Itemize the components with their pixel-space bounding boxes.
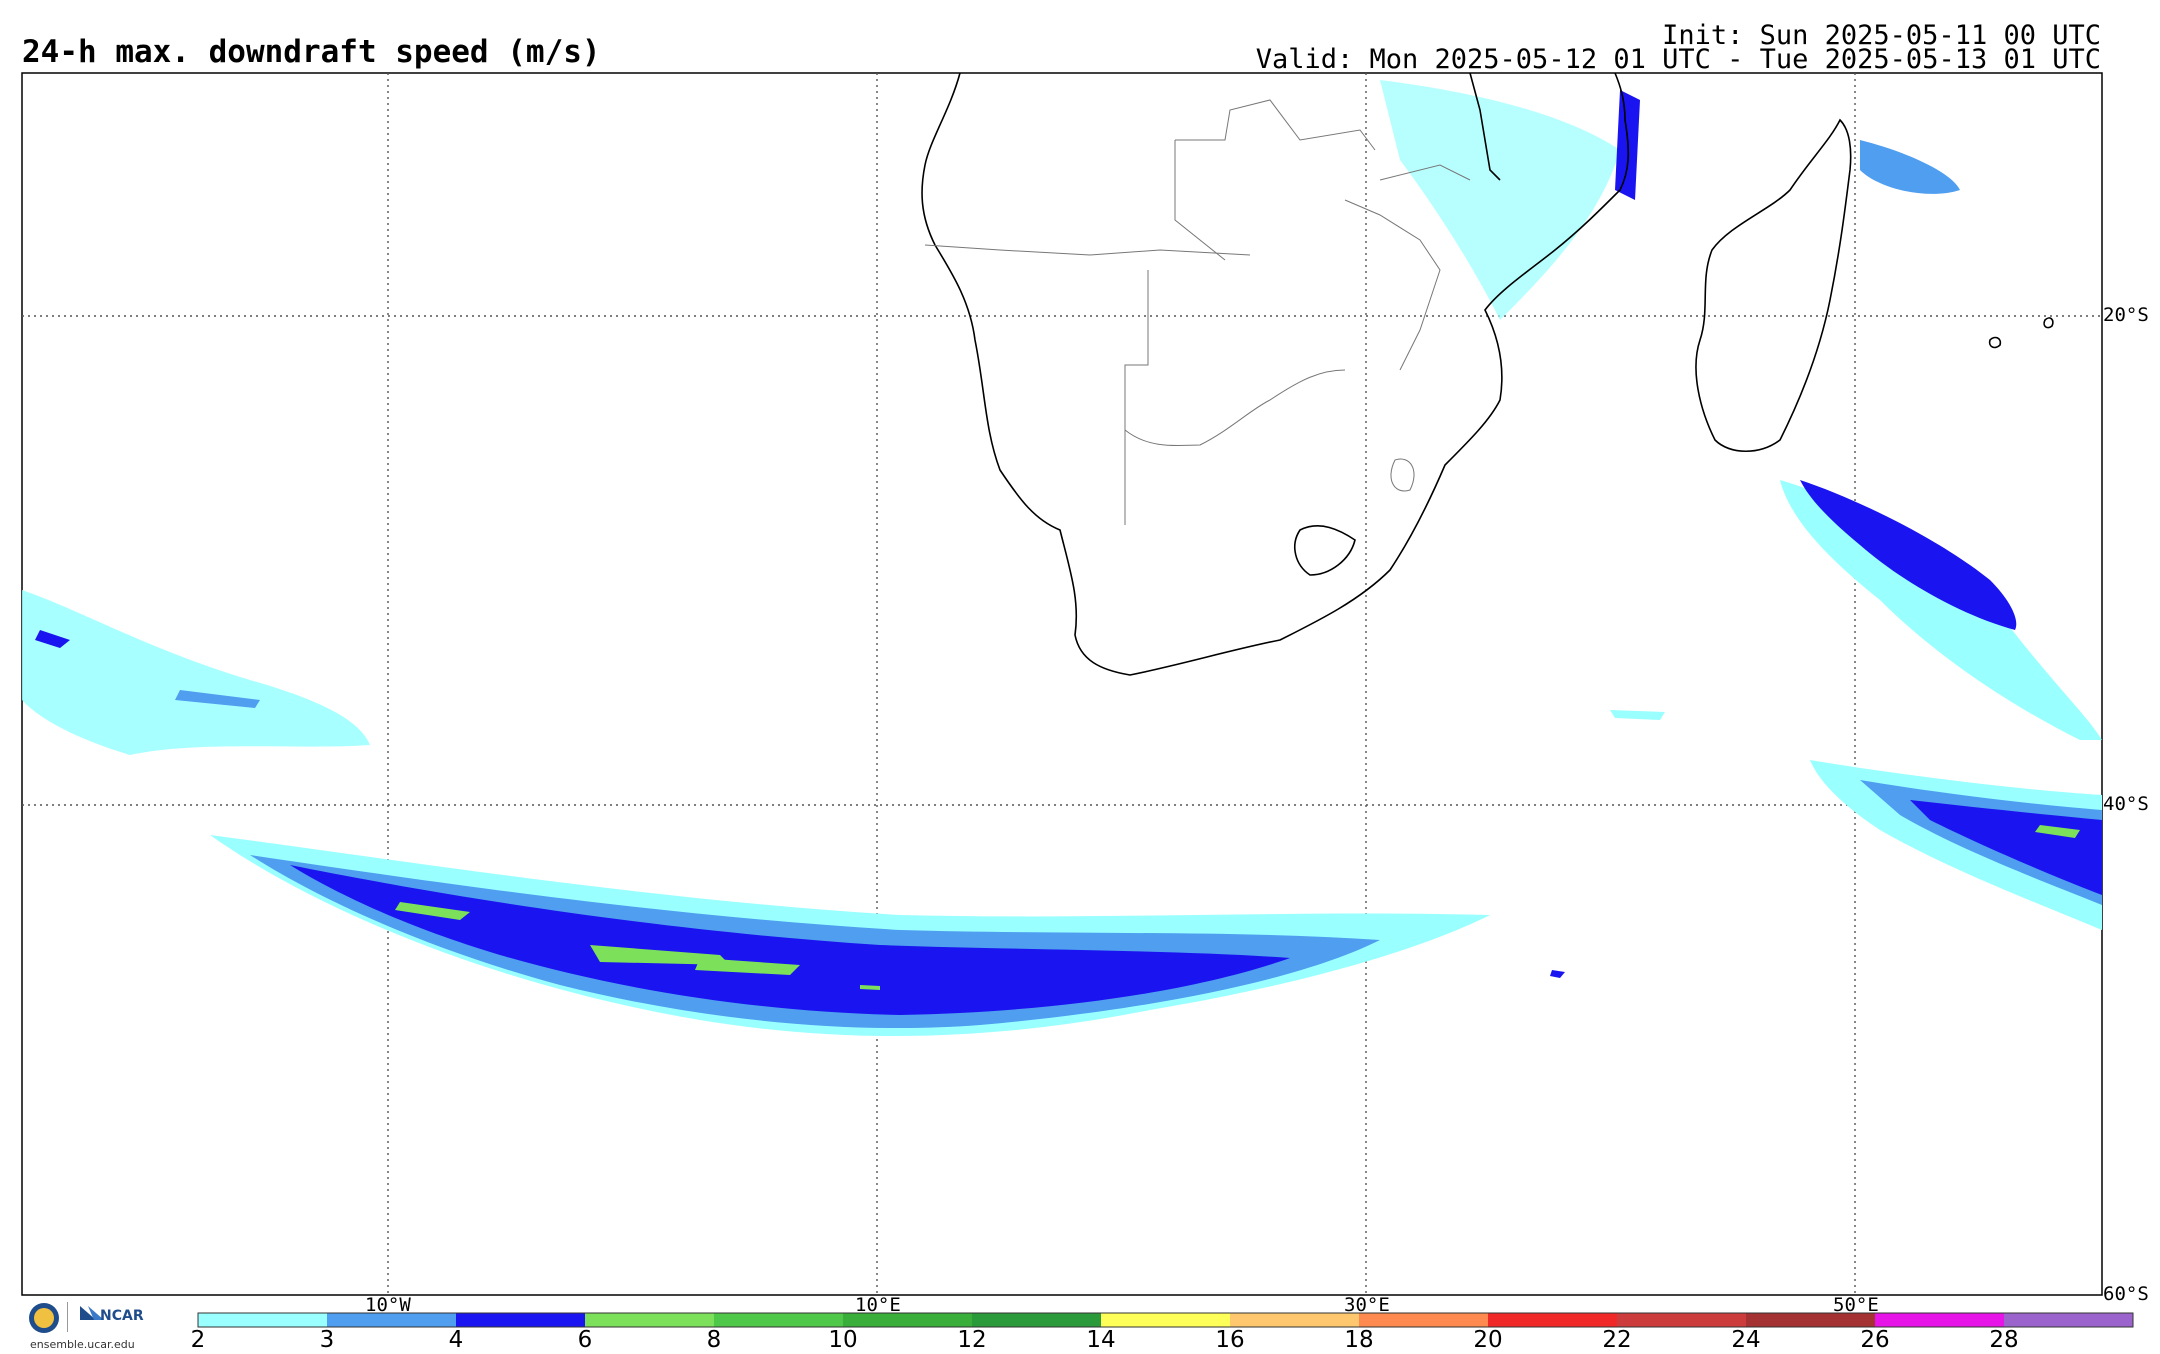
border-tanzania <box>1379 164 1471 181</box>
colorbar-26 <box>1875 1313 2004 1327</box>
band-south-atlantic-6d <box>860 985 880 990</box>
small-patch-30e <box>1610 710 1665 720</box>
colorbar-20 <box>1488 1313 1617 1327</box>
colorbar-6 <box>585 1313 714 1327</box>
border-botswana-za <box>1124 369 1346 447</box>
colorbar-8 <box>714 1313 843 1327</box>
border-drc <box>1174 140 1226 261</box>
valid-time: Valid: Mon 2025-05-12 01 UTC - Tue 2025-… <box>1255 44 2101 75</box>
lesotho <box>1294 525 1356 576</box>
colorbar-28 <box>2004 1313 2133 1327</box>
border-angola-south <box>924 244 1251 256</box>
legend-value: 28 <box>1989 1327 2019 1353</box>
plume-madagascar-north <box>1860 140 1960 194</box>
reunion <box>2043 317 2054 329</box>
plume-madagascar-4 <box>1800 480 2017 630</box>
band-south-atlantic-6b <box>590 945 730 965</box>
coastlines <box>921 72 2054 676</box>
colorbar-22 <box>1617 1313 1746 1327</box>
ncar-mark-icon <box>80 1306 96 1320</box>
colorbar-12 <box>972 1313 1101 1327</box>
colorbar-2 <box>198 1313 327 1327</box>
border-zambia <box>1175 99 1376 151</box>
legend-value: 22 <box>1602 1327 1632 1353</box>
colorbar-18 <box>1359 1313 1488 1327</box>
plume-madagascar-2 <box>1780 480 2102 740</box>
legend-value: 26 <box>1860 1327 1890 1353</box>
lon-label-50e: 50°E <box>1833 1294 1879 1316</box>
mauritius <box>1988 336 2002 349</box>
colorbar-4 <box>456 1313 585 1327</box>
legend-value: 10 <box>828 1327 858 1353</box>
colorbar <box>197 1312 2134 1328</box>
map-title: 24-h max. downdraft speed (m/s) <box>22 34 601 70</box>
band-south-atlantic-4 <box>290 865 1290 1015</box>
plot-frame <box>21 72 2103 1296</box>
legend-value: 2 <box>190 1327 206 1353</box>
colorbar-frame <box>197 1312 2134 1328</box>
legend-value: 6 <box>577 1327 593 1353</box>
band-indian-2 <box>1810 760 2102 930</box>
legend-value: 4 <box>448 1327 464 1353</box>
lon-label-10w: 10°W <box>365 1294 411 1316</box>
east-africa-flecks <box>1380 80 1620 320</box>
band-south-atlantic-6a <box>395 902 470 920</box>
band-south-atlantic-6c <box>695 958 800 975</box>
border-zim-moz <box>1344 199 1441 371</box>
legend-value: 3 <box>319 1327 335 1353</box>
site-url: ensemble.ucar.edu <box>30 1338 135 1351</box>
band-indian-4 <box>1910 800 2102 895</box>
lon-label-30e: 30°E <box>1344 1294 1390 1316</box>
colorbar-3 <box>327 1313 456 1327</box>
legend-value: 24 <box>1731 1327 1761 1353</box>
band-indian-6 <box>2035 825 2080 838</box>
madagascar-coast <box>1695 118 1852 452</box>
nsf-ncar-logo <box>29 1302 104 1333</box>
ncar-logo-text: NCAR <box>100 1308 144 1324</box>
colorbar-24 <box>1746 1313 1875 1327</box>
colorbar-16 <box>1230 1313 1359 1327</box>
legend-value: 8 <box>706 1327 722 1353</box>
west-scatter-3 <box>175 690 260 708</box>
west-scatter-2 <box>22 590 370 755</box>
colorbar-10 <box>843 1313 972 1327</box>
init-time: Init: Sun 2025-05-11 00 UTC <box>1662 20 2101 51</box>
legend-value: 12 <box>957 1327 987 1353</box>
legend-value: 20 <box>1473 1327 1503 1353</box>
legend-value: 18 <box>1344 1327 1374 1353</box>
lat-label-20s: 20°S <box>2103 304 2149 326</box>
africa-coast <box>921 72 1630 676</box>
legend-value: 16 <box>1215 1327 1245 1353</box>
lat-label-60s: 60°S <box>2103 1283 2149 1305</box>
small-patch-36e <box>1550 970 1565 978</box>
lake-malawi <box>1469 72 1501 181</box>
border-eswatini <box>1390 458 1415 492</box>
downdraft-field <box>22 80 2102 1037</box>
border-namibia-botswana <box>1124 270 1149 525</box>
lat-label-40s: 40°S <box>2103 793 2149 815</box>
legend-value: 14 <box>1086 1327 1116 1353</box>
west-scatter-4 <box>35 630 70 648</box>
colorbar-14 <box>1101 1313 1230 1327</box>
lon-label-10e: 10°E <box>855 1294 901 1316</box>
country-borders <box>924 99 1471 525</box>
graticule <box>22 73 2102 1295</box>
